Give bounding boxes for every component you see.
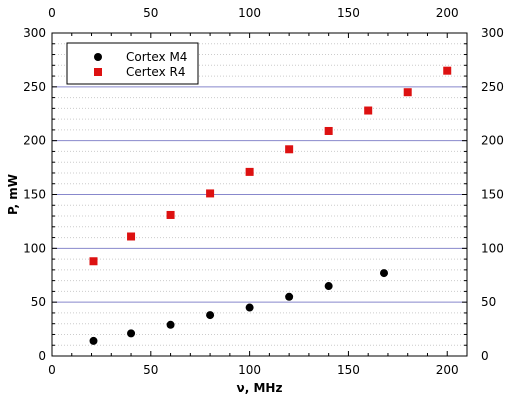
data-point-certex-r4 — [285, 145, 294, 154]
x-tick-label-top: 150 — [337, 6, 360, 20]
data-point-cortex-m4 — [206, 311, 215, 320]
y-tick-label-left: 0 — [38, 349, 46, 363]
x-tick-label-bottom: 150 — [337, 363, 360, 377]
legend-label: Certex R4 — [126, 65, 185, 79]
y-tick-label-right: 50 — [481, 295, 496, 309]
data-point-certex-r4 — [245, 167, 254, 176]
data-point-cortex-m4 — [89, 336, 98, 345]
y-tick-label-right: 100 — [481, 241, 504, 255]
y-tick-label-left: 150 — [23, 188, 46, 202]
grid — [52, 43, 467, 346]
x-tick-label-bottom: 100 — [238, 363, 261, 377]
data-point-certex-r4 — [166, 210, 175, 219]
x-tick-label-bottom: 50 — [143, 363, 158, 377]
data-point-certex-r4 — [324, 126, 333, 135]
y-tick-label-right: 150 — [481, 188, 504, 202]
y-tick-label-left: 250 — [23, 80, 46, 94]
y-tick-label-left: 100 — [23, 241, 46, 255]
x-tick-label-bottom: 200 — [436, 363, 459, 377]
y-tick-label-right: 300 — [481, 26, 504, 40]
legend-box — [66, 42, 199, 85]
data-point-certex-r4 — [364, 106, 373, 115]
legend-label: Cortex M4 — [126, 50, 187, 64]
y-tick-label-right: 200 — [481, 134, 504, 148]
y-tick-label-left: 50 — [31, 295, 46, 309]
y-tick-label-left: 200 — [23, 134, 46, 148]
data-point-cortex-m4 — [380, 269, 388, 278]
x-tick-label-top: 0 — [48, 6, 56, 20]
data-point-cortex-m4 — [166, 320, 175, 329]
data-point-certex-r4 — [443, 66, 452, 75]
y-tick-label-left: 300 — [23, 26, 46, 40]
data-point-cortex-m4 — [324, 282, 333, 291]
y-tick-label-right: 0 — [481, 349, 489, 363]
x-tick-label-top: 50 — [143, 6, 158, 20]
data-point-cortex-m4 — [285, 292, 294, 301]
legend-marker-cortex-m4 — [94, 53, 102, 61]
data-point-certex-r4 — [127, 232, 136, 241]
data-point-certex-r4 — [206, 189, 215, 198]
data-point-certex-r4 — [89, 257, 98, 266]
y-tick-label-right: 250 — [481, 80, 504, 94]
data-point-cortex-m4 — [245, 303, 254, 312]
x-tick-label-top: 100 — [238, 6, 261, 20]
x-axis-title: ν, MHz — [237, 381, 283, 395]
data-points — [89, 66, 452, 345]
x-tick-label-top: 200 — [436, 6, 459, 20]
legend-marker-certex-r4 — [94, 68, 102, 76]
y-axis-title: P, mW — [6, 174, 20, 215]
data-point-certex-r4 — [403, 88, 412, 97]
axis-ticks — [51, 32, 467, 357]
data-point-cortex-m4 — [127, 329, 136, 338]
x-tick-label-bottom: 0 — [48, 363, 56, 377]
